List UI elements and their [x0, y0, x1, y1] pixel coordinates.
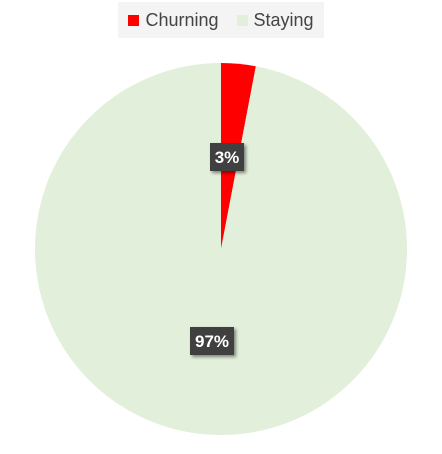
legend-item-staying: Staying — [236, 9, 314, 31]
legend-label-staying: Staying — [253, 9, 314, 30]
data-label-box-churning — [210, 143, 244, 171]
legend-swatch-churning — [128, 14, 140, 26]
data-label-churning: 3% — [210, 143, 244, 171]
chart-legend: Churning Staying — [118, 2, 324, 38]
legend-item-churning: Churning — [128, 9, 219, 31]
data-label-box-staying — [190, 327, 234, 355]
data-label-staying: 97% — [190, 327, 234, 355]
data-label-text-staying: 97% — [195, 332, 229, 351]
legend-label-churning: Churning — [145, 9, 219, 30]
pie-slice-staying — [35, 63, 408, 435]
data-label-text-churning: 3% — [215, 148, 240, 167]
legend-swatch-staying — [236, 14, 248, 26]
